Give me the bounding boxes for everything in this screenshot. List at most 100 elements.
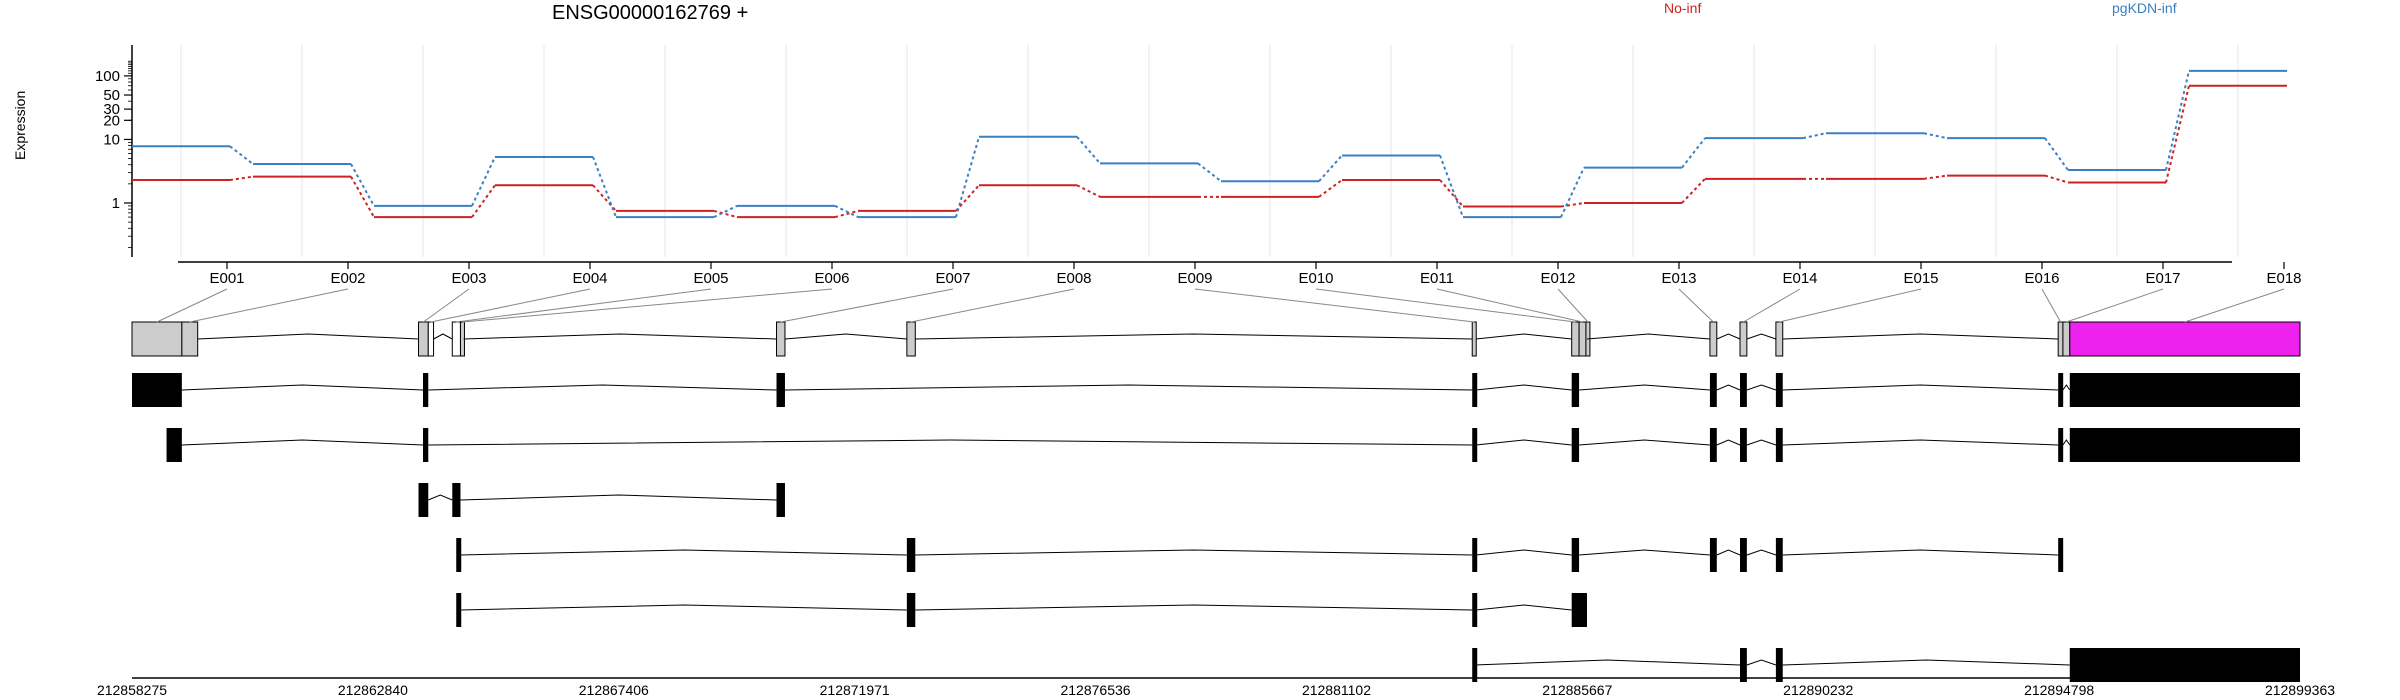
series-connector: [713, 209, 738, 219]
intron-line: [915, 604, 1473, 611]
x-tick-label-e005: E005: [693, 270, 728, 287]
genomic-coordinate-label: 212876536: [1060, 682, 1130, 698]
exon-bin-e005: [451, 321, 461, 357]
genomic-coordinate-label: 212885667: [1542, 682, 1612, 698]
bin-connector: [910, 288, 1075, 323]
y-tick-label: 1: [112, 195, 120, 212]
exon-block: [132, 373, 182, 407]
transcript-3: [418, 483, 785, 517]
exon-block: [1472, 373, 1478, 407]
y-tick-label: 30: [103, 101, 120, 118]
x-tick-label-e011: E011: [1420, 270, 1454, 287]
exon-block: [1775, 648, 1783, 682]
series-connector: [1560, 201, 1585, 208]
exon-block: [422, 373, 429, 407]
intron-line: [1579, 439, 1710, 446]
genomic-coordinate-label: 212894798: [2024, 682, 2094, 698]
transcript-6: [1472, 648, 2300, 682]
bin-connector: [189, 288, 349, 323]
exon-bin-e014: [1739, 321, 1748, 357]
series-connector: [1681, 137, 1706, 169]
x-tick-label-e012: E012: [1540, 270, 1575, 287]
chart-title: ENSG00000162769 +: [552, 2, 749, 24]
series-connector: [350, 176, 375, 218]
exon-bin-e001: [131, 321, 183, 357]
intron-line: [1746, 439, 1777, 446]
x-tick-label-e004: E004: [572, 270, 607, 287]
exon-block: [1740, 648, 1747, 682]
bin-connector: [156, 288, 228, 323]
bin-connector: [1315, 288, 1576, 323]
exon-block: [1740, 428, 1747, 462]
exon-block: [2069, 428, 2300, 462]
series-connector: [1802, 132, 1827, 140]
bin-connector: [780, 288, 954, 323]
series-connector: [2165, 85, 2190, 183]
series-connector: [592, 184, 617, 212]
exon-block: [1472, 593, 1478, 627]
intron-line: [1782, 384, 2059, 391]
x-tick-label-e010: E010: [1298, 270, 1333, 287]
exon-block: [1709, 538, 1717, 572]
exon-block: [1775, 373, 1783, 407]
exon-bin-e007: [776, 321, 786, 357]
intron-line: [2062, 439, 2071, 446]
x-tick-label-e018: E018: [2266, 270, 2301, 287]
x-tick-label-e002: E002: [330, 270, 365, 287]
exon-block: [1709, 373, 1717, 407]
exon-block: [776, 483, 785, 517]
exon-bin-e003: [418, 321, 429, 357]
intron-line: [1782, 439, 2059, 446]
series-connector: [2165, 70, 2190, 171]
exon-block: [452, 483, 461, 517]
exon-block: [2069, 373, 2300, 407]
intron-line: [1475, 384, 1572, 391]
x-tick-label-e014: E014: [1782, 270, 1817, 287]
bin-connector: [462, 288, 833, 323]
series-connector: [713, 204, 738, 218]
intron-line: [1475, 333, 1572, 340]
intron-line: [784, 333, 907, 340]
exon-block: [1740, 373, 1747, 407]
intron-line: [460, 549, 907, 556]
intron-line: [915, 549, 1473, 556]
genomic-coordinate-label: 212862840: [338, 682, 408, 698]
exon-bin-e011: [1578, 321, 1587, 357]
series-connector: [834, 204, 859, 218]
x-tick-label-e007: E007: [935, 270, 970, 287]
y-tick-label: 10: [103, 131, 120, 148]
x-tick-label-e003: E003: [451, 270, 486, 287]
transcript-1: [132, 373, 2300, 407]
series-connector: [1197, 162, 1222, 183]
bin-connector: [2041, 288, 2061, 323]
series-connector: [1560, 167, 1585, 218]
exon-block: [2069, 648, 2300, 682]
series-connector: [1076, 184, 1101, 198]
intron-line: [1475, 439, 1572, 446]
series-connector: [350, 163, 375, 207]
transcript-4: [456, 538, 2064, 572]
intron-line: [197, 333, 419, 340]
y-tick-label: 100: [95, 68, 120, 85]
intron-line: [1782, 549, 2059, 556]
intron-line: [428, 439, 1473, 446]
x-tick-label-e009: E009: [1177, 270, 1212, 287]
exon-bin-e004: [427, 321, 435, 357]
exon-bin-e010: [1571, 321, 1580, 357]
intron-line: [428, 494, 453, 501]
exon-block: [1775, 538, 1783, 572]
exon-block: [906, 538, 916, 572]
series-connector: [1318, 154, 1343, 182]
intron-line: [1782, 333, 2059, 340]
x-tick-label-e001: E001: [209, 270, 244, 287]
x-tick-label-e006: E006: [814, 270, 849, 287]
x-tick-label-e015: E015: [1903, 270, 1938, 287]
bin-connector: [1779, 288, 1922, 323]
series-connector: [1318, 179, 1343, 198]
intron-line: [1746, 333, 1777, 340]
bin-connector: [1743, 288, 1801, 323]
series-connector: [229, 145, 254, 165]
intron-line: [1746, 659, 1777, 666]
